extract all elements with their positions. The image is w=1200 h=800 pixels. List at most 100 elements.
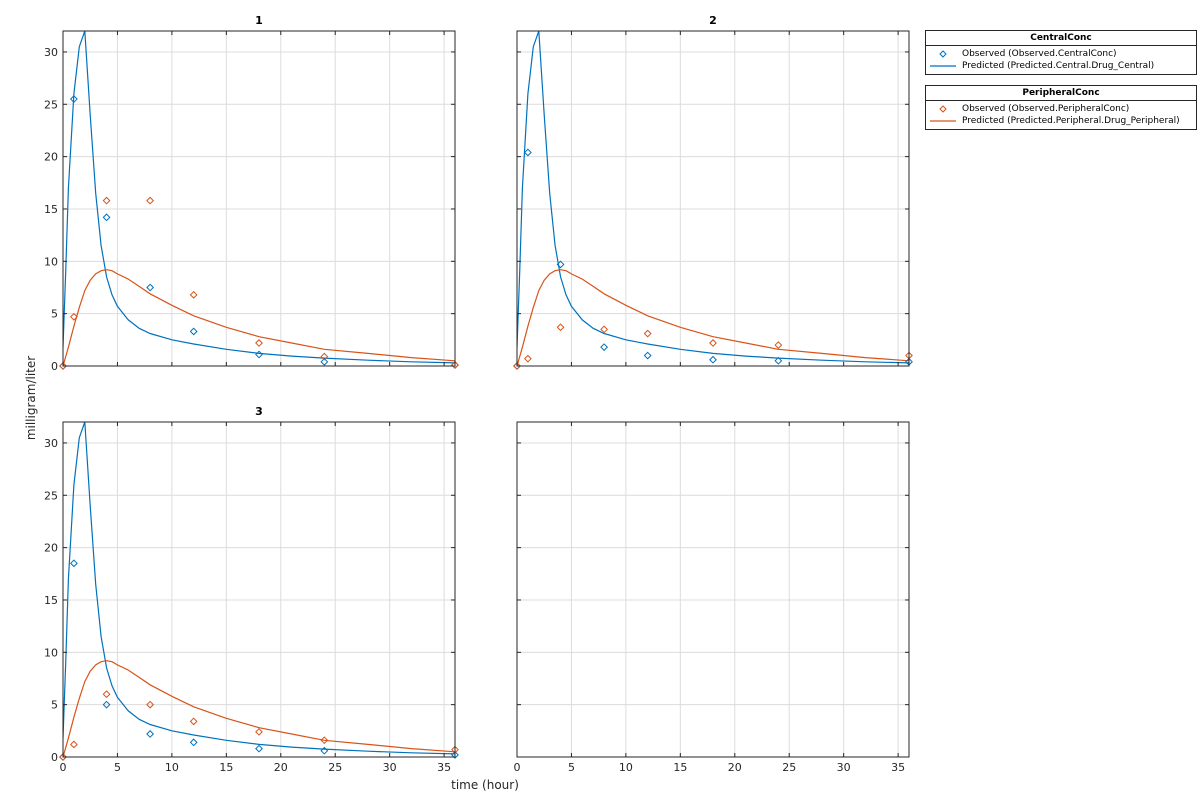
subplot-4: 0 5 10 15 20 25 30 35 bbox=[514, 421, 910, 774]
data-point-central bbox=[69, 95, 78, 103]
legend-entry-label: Observed (Observed.PeripheralConc) bbox=[962, 104, 1130, 114]
data-point-central bbox=[600, 343, 609, 352]
subplot-title: 2 bbox=[709, 14, 717, 27]
subplot-1: 0 5 10 15 20 25 30 1 bbox=[44, 14, 459, 373]
data-layer bbox=[63, 422, 455, 757]
data-point-peripheral bbox=[146, 700, 155, 709]
axes-box bbox=[62, 421, 456, 758]
data-point-peripheral bbox=[451, 361, 459, 369]
x-tick-label: 25 bbox=[328, 761, 342, 774]
data-point-peripheral bbox=[643, 329, 652, 338]
y-tick-label: 25 bbox=[44, 98, 58, 111]
subplot-2: 2 bbox=[513, 14, 913, 370]
data-point-peripheral bbox=[513, 362, 521, 370]
x-tick-label: 10 bbox=[619, 761, 633, 774]
subplot-3: 0 5 10 15 20 25 30 35 0 5 10 15 20 25 30 3 bbox=[44, 405, 459, 774]
legend-entry-label: Predicted (Predicted.Peripheral.Drug_Per… bbox=[962, 116, 1180, 126]
y-tick-label: 20 bbox=[44, 151, 58, 164]
axes-box bbox=[62, 30, 456, 367]
data-point-peripheral bbox=[320, 736, 329, 745]
axes-box bbox=[516, 30, 910, 367]
data-point-central bbox=[451, 750, 459, 759]
data-point-central bbox=[102, 700, 111, 709]
y-tick-label: 25 bbox=[44, 489, 58, 502]
data-point-peripheral bbox=[320, 352, 329, 361]
legend-peripheralconc: PeripheralConc Observed (Observed.Periphe… bbox=[925, 85, 1197, 130]
x-tick-label: 25 bbox=[782, 761, 796, 774]
legend-title: CentralConc bbox=[926, 31, 1196, 46]
series-line-central bbox=[63, 31, 455, 364]
plot-area bbox=[517, 422, 909, 757]
series-line-central bbox=[63, 422, 455, 755]
legend-entry-label: Predicted (Predicted.Central.Drug_Centra… bbox=[962, 61, 1155, 71]
data-layer bbox=[63, 31, 455, 366]
data-point-central bbox=[102, 213, 111, 222]
data-point-central bbox=[709, 355, 717, 364]
series-line-peripheral bbox=[63, 269, 455, 366]
y-tick-label: 5 bbox=[51, 699, 58, 712]
data-layer bbox=[517, 31, 909, 366]
y-tick-label: 20 bbox=[44, 542, 58, 555]
y-tick-label: 0 bbox=[51, 751, 58, 764]
y-tick-label: 10 bbox=[44, 255, 58, 268]
data-point-peripheral bbox=[102, 690, 111, 699]
data-point-peripheral bbox=[189, 290, 198, 299]
x-tick-label: 0 bbox=[60, 761, 67, 774]
legend-marker-icon bbox=[928, 48, 958, 60]
series-line-peripheral bbox=[517, 269, 909, 366]
subplot-title: 1 bbox=[255, 14, 263, 27]
y-tick-label: 30 bbox=[44, 46, 58, 59]
plot-area bbox=[63, 422, 455, 757]
data-point-central bbox=[320, 746, 329, 755]
data-point-central bbox=[146, 730, 155, 738]
data-point-central bbox=[255, 744, 263, 753]
data-point-peripheral bbox=[69, 312, 78, 321]
legend-line-icon bbox=[928, 60, 958, 72]
x-tick-label: 15 bbox=[673, 761, 687, 774]
y-axis-label: milligram/liter bbox=[24, 356, 38, 440]
data-point-peripheral bbox=[709, 339, 717, 347]
data-point-central bbox=[320, 357, 329, 366]
legend-title: PeripheralConc bbox=[926, 86, 1196, 101]
x-axis-label: time (hour) bbox=[451, 778, 519, 792]
x-tick-label: 20 bbox=[274, 761, 288, 774]
legend-entry: Observed (Observed.PeripheralConc) bbox=[926, 103, 1196, 115]
legend-entry: Predicted (Predicted.Central.Drug_Centra… bbox=[926, 60, 1196, 72]
x-tick-label: 10 bbox=[165, 761, 179, 774]
x-tick-label: 0 bbox=[514, 761, 521, 774]
x-tick-label: 30 bbox=[837, 761, 851, 774]
data-point-peripheral bbox=[556, 323, 565, 332]
data-point-central bbox=[189, 738, 198, 747]
data-point-peripheral bbox=[189, 717, 198, 726]
legend-entry: Predicted (Predicted.Peripheral.Drug_Per… bbox=[926, 115, 1196, 127]
y-tick-label: 0 bbox=[51, 360, 58, 373]
data-point-peripheral bbox=[102, 196, 111, 205]
y-tick-label: 30 bbox=[44, 437, 58, 450]
legend-entry: Observed (Observed.CentralConc) bbox=[926, 48, 1196, 60]
x-tick-label: 5 bbox=[114, 761, 121, 774]
plot-area bbox=[63, 31, 455, 366]
y-tick-label: 10 bbox=[44, 646, 58, 659]
data-point-peripheral bbox=[600, 325, 609, 334]
data-point-peripheral bbox=[59, 753, 67, 761]
plot-area bbox=[517, 31, 909, 366]
y-tick-label: 5 bbox=[51, 308, 58, 321]
legend-line-icon bbox=[928, 115, 958, 127]
series-line-peripheral bbox=[63, 660, 455, 757]
data-point-central bbox=[69, 559, 78, 568]
data-point-peripheral bbox=[59, 362, 67, 370]
x-tick-label: 30 bbox=[383, 761, 397, 774]
data-point-central bbox=[556, 260, 565, 269]
legend-marker-icon bbox=[928, 103, 958, 115]
data-point-central bbox=[523, 148, 532, 157]
axes-box bbox=[516, 421, 910, 758]
x-tick-label: 20 bbox=[728, 761, 742, 774]
subplot-title: 3 bbox=[255, 405, 263, 418]
data-point-central bbox=[643, 351, 652, 360]
y-tick-label: 15 bbox=[44, 594, 58, 607]
x-tick-label: 5 bbox=[568, 761, 575, 774]
y-tick-label: 15 bbox=[44, 203, 58, 216]
x-tick-label: 35 bbox=[437, 761, 451, 774]
legend-centralconc: CentralConc Observed (Observed.CentralCon… bbox=[925, 30, 1197, 75]
